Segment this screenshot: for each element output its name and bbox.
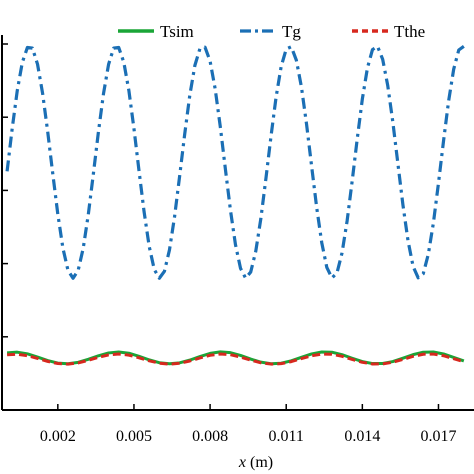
x-tick-label: 0.014 <box>344 428 380 445</box>
x-tick-label: 0.008 <box>192 428 228 445</box>
x-tick-label: 0.005 <box>116 428 152 445</box>
x-tick-label: 0.011 <box>269 428 304 445</box>
x-axis-label: x (m) <box>238 454 273 471</box>
x-tick-label: 0.002 <box>40 428 76 445</box>
legend-item-tsim: Tsim <box>118 22 194 41</box>
axes: 0.002 0.005 0.008 0.011 0.014 0.017 <box>1 35 474 445</box>
legend-item-tg: Tg <box>240 22 301 41</box>
series-line-tg <box>5 44 465 280</box>
legend-label: Tthe <box>394 22 425 41</box>
legend-label: Tg <box>282 22 301 41</box>
series-line-tthe <box>6 352 465 366</box>
x-axis-label-variable: x <box>238 454 246 471</box>
legend-label: Tsim <box>160 22 194 41</box>
legend-item-tthe: Tthe <box>352 22 425 41</box>
x-axis-label-unit: (m) <box>246 454 273 471</box>
plot-area <box>5 44 465 366</box>
x-tick-label: 0.017 <box>420 428 456 445</box>
legend: Tsim Tg Tthe <box>118 22 425 41</box>
